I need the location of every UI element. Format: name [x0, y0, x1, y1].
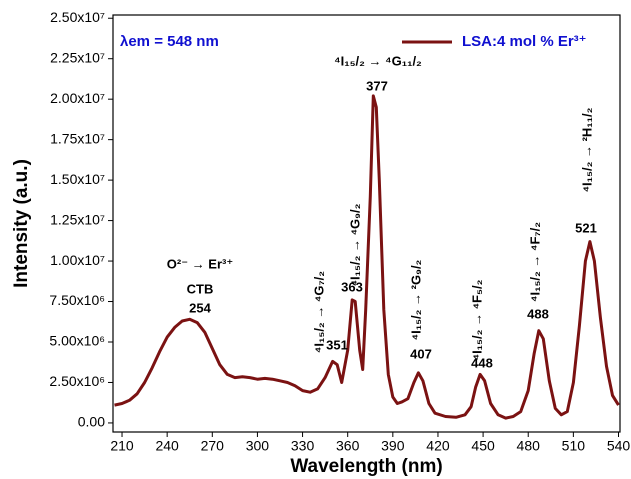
x-tick-label: 210: [110, 438, 134, 454]
x-tick-label: 450: [471, 438, 495, 454]
y-axis-title: Intensity (a.u.): [11, 159, 32, 288]
x-tick-label: 360: [336, 438, 360, 454]
annotation: 521: [575, 220, 597, 235]
x-tick-label: 300: [246, 438, 270, 454]
x-tick-label: 540: [607, 438, 631, 454]
y-tick-label: 2.50x10⁷: [50, 9, 105, 25]
x-tick-label: 390: [381, 438, 405, 454]
annotation: ⁴I₁₅/₂ → ⁴F₅/₂: [469, 279, 484, 360]
annotation: ⁴I₁₅/₂ → ⁴F₇/₂: [527, 222, 542, 302]
x-tick-label: 330: [291, 438, 315, 454]
x-tick-label: 270: [201, 438, 225, 454]
y-tick-label: 7.50x10⁶: [49, 292, 105, 308]
plot-frame: [112, 14, 621, 433]
y-tick-label: 1.75x10⁷: [50, 130, 105, 146]
annotation: ⁴I₁₅/₂ → ⁴G₉/₂: [347, 203, 362, 286]
annotation: 351: [326, 337, 348, 352]
y-tick-label: 2.25x10⁷: [50, 49, 105, 65]
annotation: ⁴I₁₅/₂ → ²G₉/₂: [408, 259, 423, 340]
x-tick-label: 510: [562, 438, 586, 454]
x-tick-label: 240: [155, 438, 179, 454]
annotation: 407: [410, 346, 432, 361]
annotation: ⁴I₁₅/₂ → ²H₁₁/₂: [579, 107, 594, 192]
y-tick-label: 2.50x10⁶: [49, 373, 105, 389]
annotation: 254: [189, 300, 211, 315]
annotation: ⁴I₁₅/₂ → ⁴G₁₁/₂: [334, 53, 422, 68]
annotation: 377: [366, 78, 388, 93]
annotation: 363: [341, 279, 363, 294]
y-tick-label: 5.00x10⁶: [49, 333, 105, 349]
y-tick-label: 1.50x10⁷: [50, 171, 105, 187]
annotation: O²⁻ → Er³⁺: [167, 256, 233, 271]
y-tick-label: 2.00x10⁷: [50, 90, 105, 106]
y-tick-label: 1.25x10⁷: [50, 211, 105, 227]
x-tick-label: 420: [426, 438, 450, 454]
legend-label: LSA:4 mol % Er³⁺: [462, 33, 587, 50]
y-tick-label: 0.00: [78, 414, 105, 430]
spectrum-line: [114, 94, 620, 420]
annotation: 488: [527, 306, 549, 321]
y-tick-label: 1.00x10⁷: [50, 252, 105, 268]
x-axis-title: Wavelength (nm): [290, 456, 442, 477]
annotation: CTB: [187, 281, 214, 296]
annotation: 448: [471, 355, 493, 370]
x-tick-label: 480: [517, 438, 541, 454]
annotation: ⁴I₁₅/₂ → ⁴G₇/₂: [311, 271, 326, 353]
annotation: λem = 548 nm: [120, 33, 219, 50]
